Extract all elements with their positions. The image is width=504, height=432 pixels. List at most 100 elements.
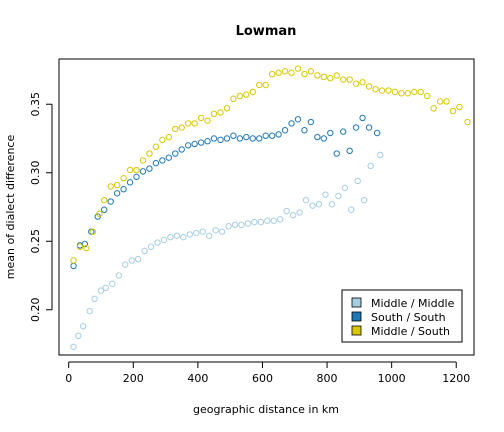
- data-point: [154, 239, 161, 246]
- data-point: [314, 133, 321, 141]
- data-point: [191, 120, 198, 127]
- data-point: [346, 76, 353, 83]
- data-point: [294, 116, 302, 123]
- data-point: [264, 217, 271, 224]
- data-point: [204, 138, 211, 145]
- data-point: [197, 139, 205, 146]
- data-point: [262, 132, 269, 139]
- legend-label: Middle / Middle: [371, 297, 455, 310]
- data-point: [238, 221, 245, 229]
- data-point: [199, 228, 206, 235]
- x-tick-label: 800: [317, 372, 338, 385]
- data-point: [333, 150, 340, 157]
- y-tick-label: 0.30: [29, 160, 42, 185]
- data-point: [223, 135, 231, 142]
- data-point: [126, 179, 134, 186]
- data-point: [101, 196, 108, 204]
- legend-swatch: [351, 325, 362, 336]
- data-point: [81, 240, 89, 248]
- data-point: [70, 262, 77, 270]
- data-point: [333, 72, 340, 79]
- x-axis: 0 200 400 600 800 1000 1200: [65, 361, 470, 385]
- data-point: [115, 272, 122, 279]
- data-point: [443, 98, 450, 105]
- data-point: [141, 247, 148, 255]
- data-point: [165, 133, 173, 141]
- data-point: [377, 151, 384, 159]
- data-point: [365, 83, 373, 90]
- data-point: [113, 190, 121, 197]
- data-point: [184, 142, 192, 149]
- data-point: [152, 143, 160, 150]
- data-point: [365, 124, 373, 131]
- data-point: [204, 117, 211, 124]
- legend-label: Middle / South: [371, 325, 450, 338]
- data-point: [315, 201, 323, 208]
- data-point: [91, 295, 98, 303]
- data-point: [178, 124, 185, 131]
- data-point: [231, 221, 239, 229]
- data-point: [96, 210, 103, 218]
- data-point: [165, 154, 173, 161]
- data-point: [288, 120, 295, 127]
- data-point: [270, 217, 277, 224]
- data-point: [385, 87, 392, 94]
- data-point: [352, 80, 360, 87]
- data-point: [346, 147, 353, 155]
- data-point: [423, 92, 431, 100]
- data-point: [101, 206, 108, 213]
- series-2: [70, 114, 381, 270]
- data-point: [268, 70, 276, 78]
- x-tick-label: 1000: [378, 372, 406, 385]
- y-axis: 0.20 0.25 0.30 0.35: [29, 92, 53, 322]
- data-point: [301, 127, 308, 134]
- data-point: [262, 81, 269, 89]
- data-point: [133, 166, 140, 174]
- data-point: [243, 133, 250, 141]
- data-point: [225, 222, 232, 230]
- data-point: [134, 255, 142, 263]
- data-point: [256, 135, 263, 142]
- data-point: [436, 98, 444, 105]
- data-point: [86, 307, 93, 315]
- data-point: [296, 209, 303, 216]
- data-point: [372, 85, 379, 93]
- data-point: [328, 201, 336, 208]
- data-point: [107, 183, 114, 190]
- data-point: [159, 136, 166, 144]
- data-point: [352, 124, 360, 131]
- data-point: [289, 212, 297, 219]
- data-point: [186, 231, 193, 238]
- points-layer: [70, 65, 471, 350]
- data-point: [180, 233, 187, 241]
- data-point: [327, 74, 334, 82]
- data-point: [359, 79, 366, 86]
- data-point: [83, 244, 90, 252]
- data-point: [277, 216, 284, 223]
- data-point: [172, 150, 179, 157]
- data-point: [314, 72, 321, 79]
- data-point: [113, 181, 121, 189]
- data-point: [320, 73, 328, 81]
- series-3: [70, 65, 471, 264]
- data-point: [404, 90, 411, 97]
- data-point: [167, 233, 174, 241]
- data-point: [107, 198, 114, 205]
- data-point: [294, 65, 302, 72]
- data-point: [327, 129, 334, 137]
- data-point: [281, 68, 289, 75]
- data-point: [172, 125, 179, 133]
- plot-frame: [58, 58, 475, 356]
- data-point: [430, 105, 437, 112]
- data-point: [373, 129, 381, 137]
- data-point: [120, 175, 127, 182]
- data-point: [335, 192, 342, 200]
- data-point: [243, 91, 250, 98]
- data-point: [411, 88, 418, 96]
- data-point: [80, 323, 87, 330]
- data-point: [102, 284, 110, 292]
- data-point: [76, 243, 84, 250]
- data-point: [217, 109, 224, 116]
